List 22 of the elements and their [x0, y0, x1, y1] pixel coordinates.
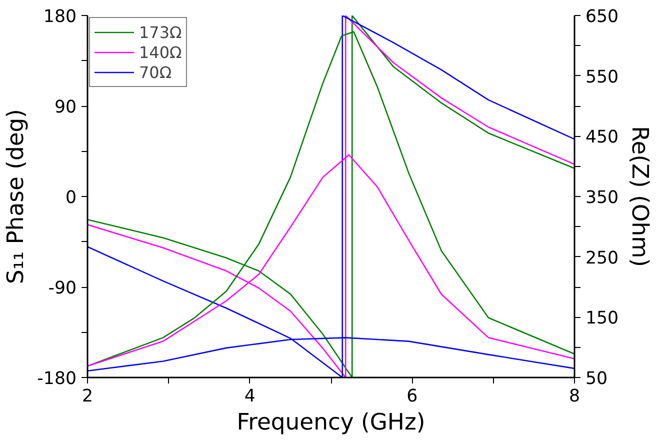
- y-tick-label: -180: [37, 369, 76, 389]
- x-axis-title: Frequency (GHz): [236, 410, 426, 436]
- y-tick-label: -90: [48, 278, 77, 298]
- legend-label: 140Ω: [139, 42, 182, 62]
- y2-tick-label: 350: [586, 188, 619, 208]
- y2-tick-label: 550: [586, 67, 619, 88]
- x-tick-label: 8: [568, 386, 580, 406]
- y-tick-label: 90: [54, 98, 77, 118]
- y2-tick-label: 450: [586, 128, 619, 148]
- y2-tick-label: 250: [586, 248, 619, 268]
- y2-tick-label: 150: [586, 308, 619, 329]
- y2-tick-label: 650: [586, 7, 619, 27]
- x-tick-label: 6: [406, 386, 418, 406]
- y2-axis-title: Re(Z) (Ohm): [626, 126, 653, 268]
- y-tick-label: 180: [43, 7, 77, 27]
- legend-label: 70Ω: [139, 62, 172, 82]
- x-tick-label: 2: [82, 386, 94, 406]
- legend-label: 173Ω: [139, 22, 182, 42]
- y-tick-label: 0: [65, 188, 77, 208]
- x-tick-label: 4: [244, 386, 256, 406]
- y2-tick-label: 50: [586, 369, 608, 389]
- y-axis-title: S₁₁ Phase (deg): [3, 109, 30, 284]
